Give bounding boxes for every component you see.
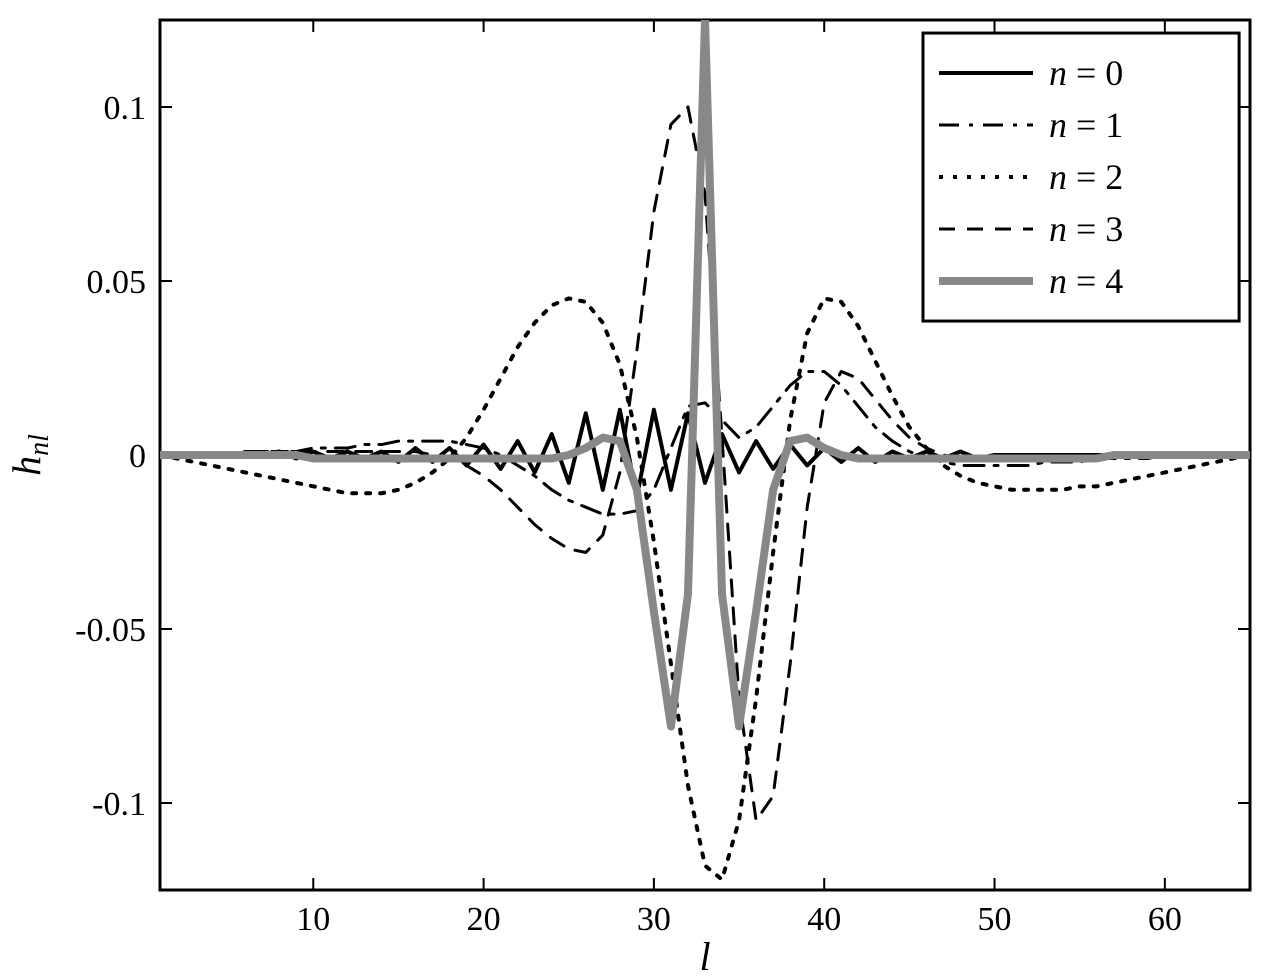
x-tick-label: 40 bbox=[807, 901, 841, 938]
y-tick-label: 0 bbox=[129, 438, 146, 475]
y-tick-label: -0.1 bbox=[92, 786, 146, 823]
legend-label: n = 1 bbox=[1049, 105, 1123, 145]
series-n0 bbox=[160, 410, 1250, 497]
x-tick-label: 10 bbox=[296, 901, 330, 938]
legend-label: n = 2 bbox=[1049, 157, 1123, 197]
legend-label: n = 4 bbox=[1049, 261, 1123, 301]
line-chart: 10 20 30 40 50 60 -0.1 -0.05 0 0.05 0.1 l hnl n = 0 n … bbox=[0, 0, 1281, 977]
x-tick-label: 50 bbox=[978, 901, 1012, 938]
y-axis-label: hnl bbox=[4, 434, 55, 476]
legend-label: n = 3 bbox=[1049, 209, 1123, 249]
x-tick-label: 30 bbox=[637, 901, 671, 938]
y-tick-label: -0.05 bbox=[75, 612, 146, 649]
x-tick-label: 20 bbox=[467, 901, 501, 938]
x-tick-label: 60 bbox=[1148, 901, 1182, 938]
series-n2 bbox=[160, 298, 1250, 879]
chart-container: 10 20 30 40 50 60 -0.1 -0.05 0 0.05 0.1 l hnl n = 0 n … bbox=[0, 0, 1281, 977]
legend-label: n = 0 bbox=[1049, 53, 1123, 93]
series-n1 bbox=[160, 371, 1250, 514]
y-tick-label: 0.05 bbox=[87, 264, 147, 301]
y-tick-label: 0.1 bbox=[104, 90, 147, 127]
x-axis-label: l bbox=[699, 934, 710, 977]
